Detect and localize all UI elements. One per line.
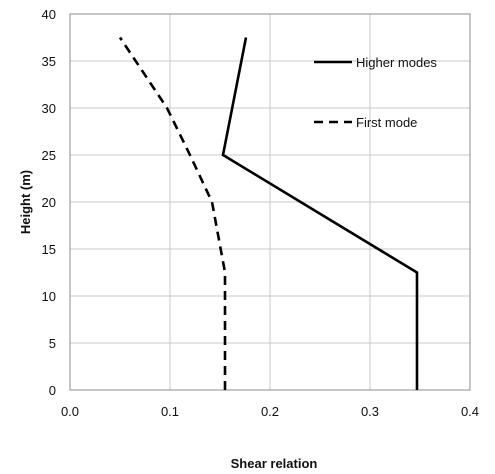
x-tick-label: 0.3 bbox=[361, 404, 379, 419]
y-tick-labels: 0 5 10 15 20 25 30 35 40 bbox=[42, 7, 56, 398]
y-tick-label: 35 bbox=[42, 54, 56, 69]
x-tick-label: 0.0 bbox=[61, 404, 79, 419]
x-tick-label: 0.1 bbox=[161, 404, 179, 419]
plot-frame bbox=[69, 13, 471, 391]
y-tick-label: 10 bbox=[42, 289, 56, 304]
y-tick-label: 25 bbox=[42, 148, 56, 163]
legend: Higher modes First mode bbox=[314, 55, 437, 130]
series-line-1 bbox=[221, 37, 419, 390]
x-tick-label: 0.4 bbox=[461, 404, 479, 419]
x-tick-labels: 0.0 0.1 0.2 0.3 0.4 bbox=[61, 404, 479, 419]
y-tick-label: 20 bbox=[42, 195, 56, 210]
y-tick-label: 5 bbox=[49, 336, 56, 351]
legend-label-2: First mode bbox=[356, 115, 417, 130]
x-tick-label: 0.2 bbox=[261, 404, 279, 419]
x-axis-title: Shear relation bbox=[231, 456, 318, 471]
y-tick-label: 40 bbox=[42, 7, 56, 22]
legend-label-1: Higher modes bbox=[356, 55, 437, 70]
y-axis-title: Height (m) bbox=[18, 170, 33, 234]
series-layer bbox=[118, 36, 419, 390]
y-tick-label: 0 bbox=[49, 383, 56, 398]
y-tick-label: 15 bbox=[42, 242, 56, 257]
y-tick-label: 30 bbox=[42, 101, 56, 116]
series-line-2 bbox=[118, 36, 227, 390]
